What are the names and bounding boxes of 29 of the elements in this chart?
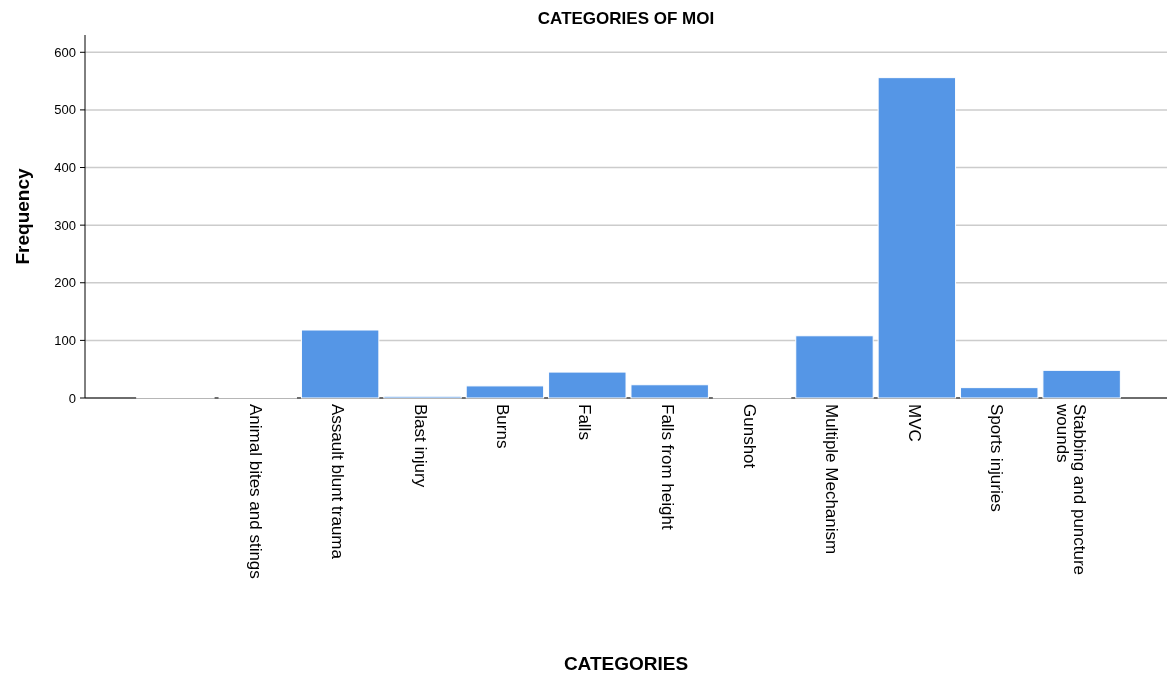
y-tick-label: 400 — [54, 160, 76, 176]
bar — [795, 335, 874, 399]
x-tick-label: Falls from height — [657, 404, 677, 530]
x-axis-title: CATEGORIES — [563, 653, 689, 674]
y-tick-label: 500 — [54, 102, 76, 118]
y-tick-label: 200 — [54, 275, 76, 291]
bar — [1042, 369, 1121, 399]
x-tick-label: Sports injuries — [987, 404, 1007, 512]
y-tick-label: 0 — [68, 390, 76, 406]
bar — [548, 371, 627, 399]
x-tick-label: Falls — [575, 404, 595, 440]
x-tick-label: MVC — [904, 404, 924, 442]
bar — [300, 329, 380, 399]
x-tick-label: Animal bites and stings — [245, 404, 265, 579]
x-tick-label: Assault blunt trauma — [328, 404, 348, 560]
bar — [960, 387, 1039, 399]
y-tick-label: 300 — [54, 217, 76, 233]
x-tick-label: Gunshot — [740, 404, 760, 469]
x-tick-label: Burns — [492, 404, 512, 449]
bar — [877, 77, 957, 399]
x-tick-label: Blast injury — [410, 404, 430, 488]
chart-title: CATEGORIES OF MOI — [537, 9, 715, 28]
x-tick-label: Multiple Mechanism — [822, 404, 842, 555]
x-tick-label: Stabbing and puncture wounds — [1052, 403, 1089, 576]
bar — [465, 385, 545, 399]
y-tick-label: 100 — [54, 332, 76, 348]
y-axis-title: Frequency — [12, 168, 33, 265]
bar — [630, 384, 709, 399]
y-tick-label: 600 — [54, 44, 76, 60]
